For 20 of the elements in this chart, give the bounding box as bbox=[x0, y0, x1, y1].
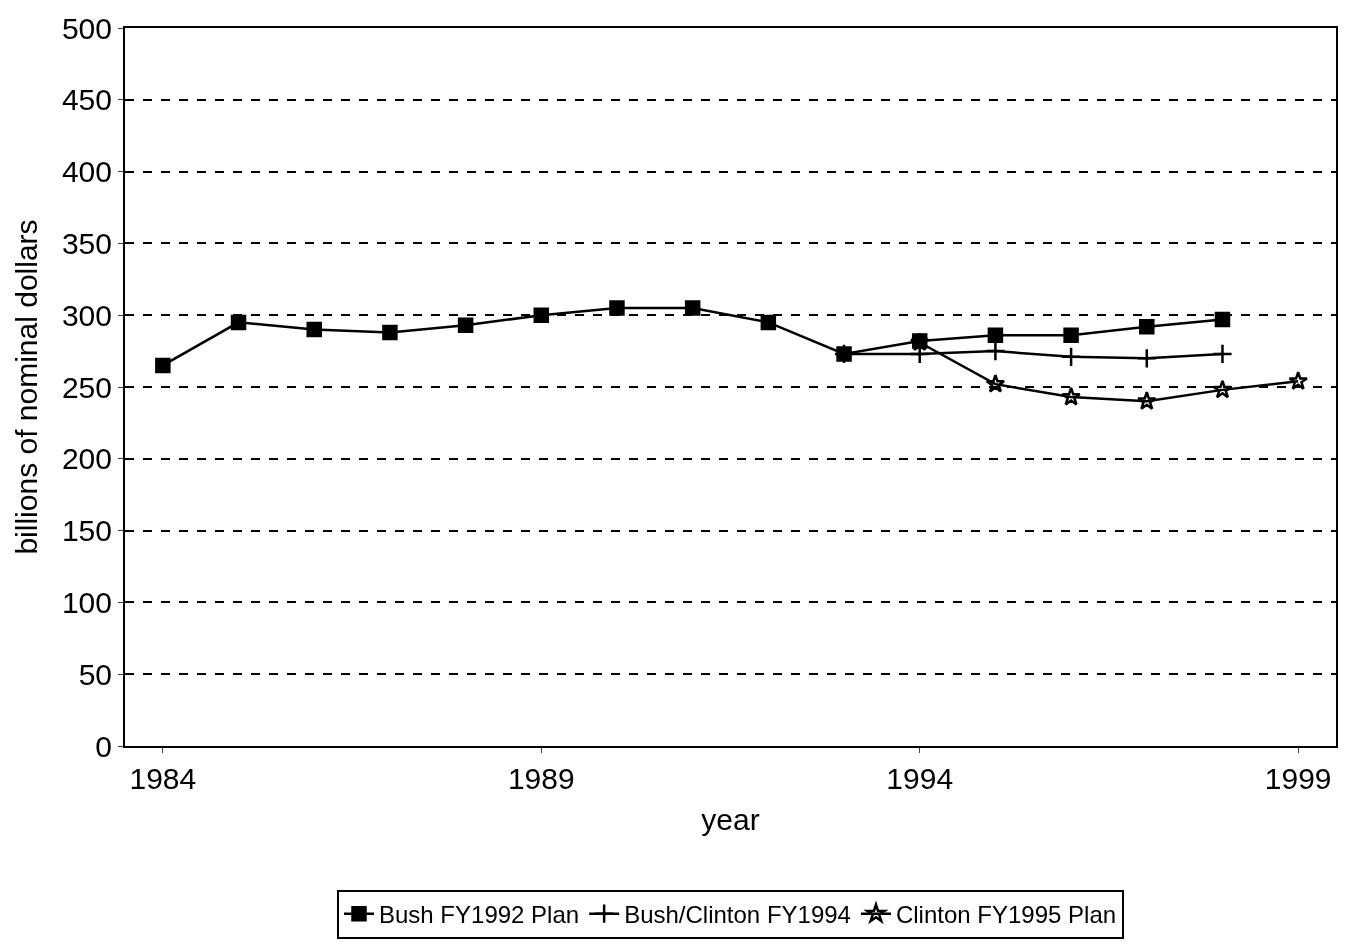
y-tick-label: 150 bbox=[61, 514, 112, 548]
x-axis-title: year bbox=[701, 803, 760, 836]
y-tick-label: 50 bbox=[78, 657, 112, 691]
y-tick-label: 0 bbox=[95, 729, 112, 763]
y-tick-label: 400 bbox=[61, 155, 112, 189]
legend-label: Clinton FY1995 Plan bbox=[895, 901, 1117, 929]
x-tick-label: 1989 bbox=[507, 762, 575, 795]
y-tick-label: 100 bbox=[61, 585, 112, 619]
y-tick-label: 300 bbox=[61, 298, 112, 332]
legend-label: Bush FY1992 Plan bbox=[379, 901, 580, 929]
x-tick-label: 1984 bbox=[129, 762, 197, 795]
y-tick-label: 450 bbox=[61, 83, 112, 117]
x-tick-label: 1994 bbox=[886, 762, 954, 795]
y-tick-label: 350 bbox=[61, 226, 112, 260]
x-tick-label: 1999 bbox=[1264, 762, 1332, 795]
y-tick-label: 200 bbox=[61, 442, 112, 476]
y-tick-label: 250 bbox=[61, 370, 112, 404]
y-tick-label: 500 bbox=[61, 11, 112, 45]
y-axis-title: billions of nominal dollars bbox=[10, 219, 44, 555]
legend-label: Bush/Clinton FY1994 bbox=[624, 901, 851, 929]
